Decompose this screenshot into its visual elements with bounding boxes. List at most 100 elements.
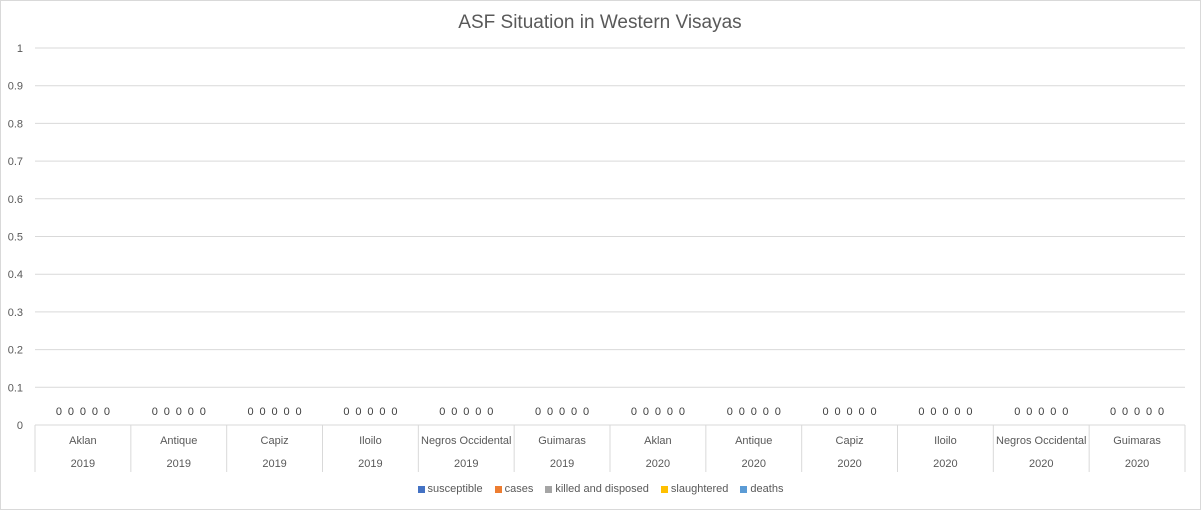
data-label: 0 [823,406,829,418]
legend-swatch [740,485,748,493]
data-label: 0 [775,406,781,418]
y-tick-label: 0.1 [8,382,23,394]
legend-label: cases [504,483,534,495]
y-axis-tick-labels: 0 0.1 0.2 0.3 0.4 0.5 0.6 0.7 0.8 0.9 1 [8,43,23,432]
legend: susceptible cases killed and disposed slaug… [0,481,1201,497]
data-label: 0 [92,406,98,418]
data-label: 0 [727,406,733,418]
legend-item: cases [494,483,534,495]
data-label: 0 [1026,406,1032,418]
data-label: 0 [164,406,170,418]
data-label: 0 [1050,406,1056,418]
data-label: 0 [439,406,445,418]
data-label: 0 [1014,406,1020,418]
category-label-province: Iloilo [359,435,382,447]
y-tick-label: 1 [17,43,23,55]
legend-swatch [417,485,425,493]
legend-swatch [660,485,668,493]
legend-item: killed and disposed [545,483,649,495]
data-label: 0 [200,406,206,418]
legend-swatch [545,485,553,493]
y-tick-label: 0.3 [8,307,23,319]
category-label-province: Capiz [261,435,289,447]
y-tick-label: 0.8 [8,118,23,130]
data-label: 0 [1038,406,1044,418]
category-label-year: 2019 [358,458,382,470]
data-label: 0 [559,406,565,418]
data-label: 0 [751,406,757,418]
category-label-province: Iloilo [934,435,957,447]
data-label: 0 [80,406,86,418]
data-label: 0 [583,406,589,418]
data-label: 0 [463,406,469,418]
y-tick-label: 0.4 [8,269,23,281]
category-label-province: Negros Occidental [421,435,512,447]
data-label: 0 [1146,406,1152,418]
data-label: 0 [535,406,541,418]
category-label-province: Capiz [836,435,864,447]
category-label-year: 2020 [742,458,766,470]
legend-item: deaths [740,483,783,495]
y-tick-label: 0.6 [8,194,23,206]
data-label: 0 [942,406,948,418]
data-label: 0 [343,406,349,418]
category-label-province: Aklan [644,435,672,447]
y-tick-label: 0.2 [8,345,23,357]
category-label-year: 2019 [262,458,286,470]
category-label-province: Guimaras [1113,435,1161,447]
data-label: 0 [871,406,877,418]
data-label: 0 [176,406,182,418]
data-label: 0 [188,406,194,418]
gridlines [35,47,1185,388]
legend-swatch [494,485,502,493]
data-label: 0 [631,406,637,418]
category-label-province: Negros Occidental [996,435,1087,447]
category-label-year: 2020 [1029,458,1053,470]
legend-item: susceptible [417,483,483,495]
legend-label: deaths [750,483,784,495]
data-label: 0 [104,406,110,418]
category-label-province: Aklan [69,435,97,447]
data-label: 0 [667,406,673,418]
data-label: 0 [643,406,649,418]
legend-item: slaughtered [660,483,729,495]
data-label: 0 [475,406,481,418]
data-label: 0 [296,406,302,418]
data-label: 0 [571,406,577,418]
category-label-province: Antique [160,435,197,447]
data-label: 0 [679,406,685,418]
data-label: 0 [260,406,266,418]
data-label: 0 [918,406,924,418]
data-label: 0 [68,406,74,418]
category-label-year: 2020 [933,458,957,470]
data-label: 0 [391,406,397,418]
data-label: 0 [847,406,853,418]
data-label: 0 [272,406,278,418]
category-label-year: 2019 [71,458,95,470]
data-label: 0 [763,406,769,418]
data-label: 0 [930,406,936,418]
data-label: 0 [739,406,745,418]
data-label: 0 [367,406,373,418]
data-label: 0 [547,406,553,418]
data-label: 0 [1110,406,1116,418]
legend-label: slaughtered [670,483,729,495]
category-label-year: 2020 [646,458,670,470]
category-label-year: 2019 [550,458,574,470]
y-tick-label: 0.5 [8,232,23,244]
category-axis: Aklan 2019 Antique 2019 Capiz 2019 Iloilo 2019 N… [34,424,1186,472]
data-label: 0 [966,406,972,418]
data-label: 0 [1158,406,1164,418]
y-tick-label: 0.9 [8,81,23,93]
y-tick-label: 0 [17,420,23,432]
category-label-year: 2020 [837,458,861,470]
legend-label: susceptible [427,483,483,495]
data-label: 0 [1062,406,1068,418]
legend-label: killed and disposed [555,483,649,495]
data-label: 0 [954,406,960,418]
data-label: 0 [379,406,385,418]
data-label: 0 [1122,406,1128,418]
data-label: 0 [487,406,493,418]
